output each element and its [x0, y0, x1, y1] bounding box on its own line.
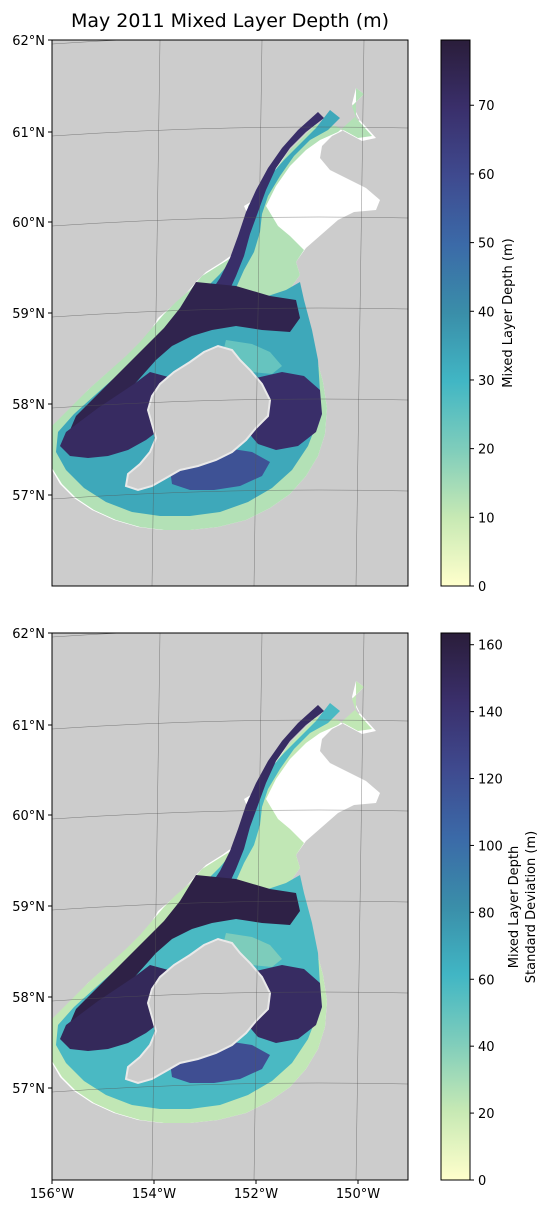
- longitude-axis: 156°W 154°W 152°W 150°W: [30, 1180, 380, 1202]
- kodiak-island: [110, 344, 272, 550]
- map-panel-mean: 62°N 61°N 60°N 59°N 58°N 57°N 0 10 20 30 40 50 60 70…: [12, 34, 516, 595]
- islet: [110, 1127, 140, 1143]
- island-land: [124, 344, 272, 492]
- islet: [138, 534, 160, 544]
- longitude-line: [151, 40, 161, 586]
- colorbar-label: Mixed Layer Depth (m): [501, 238, 516, 387]
- lon-label: 150°W: [336, 1187, 380, 1202]
- colorbar-tick-label: 60: [478, 973, 495, 988]
- islet: [110, 534, 140, 550]
- latitude-line: [52, 1082, 408, 1093]
- lon-label: 156°W: [30, 1187, 74, 1202]
- mld-region: [196, 112, 324, 320]
- lat-label: 60°N: [12, 809, 45, 824]
- latitude-line: [52, 398, 408, 409]
- map-panel-stddev: 62°N 61°N 60°N 59°N 58°N 57°N 0 20 40 60 80 100 120…: [12, 627, 539, 1189]
- latitude-line: [52, 40, 126, 45]
- lat-label: 61°N: [12, 126, 45, 141]
- colorbar-tick-label: 20: [478, 443, 495, 458]
- mld-region: [196, 705, 324, 913]
- islet: [138, 1127, 160, 1137]
- colorbar-tick-label: 140: [478, 706, 503, 721]
- colorbar-ticks: 0 20 40 60 80 100 120 140 160: [470, 639, 503, 1189]
- colorbar-tick-label: 10: [478, 511, 495, 526]
- colorbar-ticks: 0 10 20 30 40 50 60 70: [470, 99, 495, 595]
- lat-label: 61°N: [12, 719, 45, 734]
- colorbar-tick-label: 40: [478, 305, 495, 320]
- colorbar-label-line-1: Mixed Layer Depth: [507, 846, 522, 968]
- colorbar-tick-label: 70: [478, 99, 495, 114]
- lat-label: 58°N: [12, 991, 45, 1006]
- colorbar-bar: [440, 632, 471, 1181]
- longitude-line: [253, 40, 263, 586]
- lat-label: 59°N: [12, 900, 45, 915]
- colorbar-tick-label: 40: [478, 1040, 495, 1055]
- lat-label: 57°N: [12, 1082, 45, 1097]
- mld-region: [70, 875, 300, 1025]
- colorbar-tick-label: 60: [478, 168, 495, 183]
- colorbar-tick-label: 30: [478, 374, 495, 389]
- colorbar-bar: [440, 39, 471, 587]
- latitude-line: [52, 900, 408, 911]
- colorbar-tick-label: 20: [478, 1107, 495, 1122]
- lat-label: 59°N: [12, 307, 45, 322]
- colorbar-tick-label: 0: [478, 1174, 486, 1189]
- lon-label: 152°W: [234, 1187, 278, 1202]
- latitude-line: [52, 991, 408, 1002]
- colorbar-tick-label: 0: [478, 580, 486, 595]
- lat-label: 57°N: [12, 489, 45, 504]
- longitude-line: [151, 633, 161, 1180]
- lat-label: 62°N: [12, 627, 45, 642]
- longitude-line: [355, 40, 365, 586]
- colorbar-tick-label: 80: [478, 906, 495, 921]
- island-land: [124, 937, 272, 1085]
- lat-label: 60°N: [12, 216, 45, 231]
- colorbar-tick-label: 50: [478, 237, 495, 252]
- colorbar-tick-label: 120: [478, 773, 503, 788]
- lon-label: 154°W: [132, 1187, 176, 1202]
- latitude-line: [52, 489, 408, 500]
- latitude-line: [52, 126, 408, 137]
- longitude-line: [253, 633, 263, 1180]
- graticule: [52, 40, 408, 586]
- latitude-line: [52, 719, 408, 730]
- colorbar-label-line-2: Standard Deviation (m): [524, 831, 539, 983]
- colorbar-tick-label: 100: [478, 839, 503, 854]
- mld-region: [70, 282, 300, 432]
- lat-label: 58°N: [12, 398, 45, 413]
- colorbar-tick-label: 160: [478, 639, 503, 654]
- lat-label: 62°N: [12, 34, 45, 49]
- latitude-line: [52, 633, 126, 638]
- figure-title: May 2011 Mixed Layer Depth (m): [71, 10, 389, 32]
- map-area: [52, 633, 408, 1180]
- map-area: [52, 40, 408, 586]
- latitude-axis: 62°N 61°N 60°N 59°N 58°N 57°N: [12, 627, 52, 1097]
- graticule: [52, 633, 408, 1180]
- longitude-line: [355, 633, 365, 1180]
- kodiak-island: [110, 937, 272, 1143]
- latitude-axis: 62°N 61°N 60°N 59°N 58°N 57°N: [12, 34, 52, 504]
- latitude-line: [52, 307, 408, 318]
- colorbar-mean: 0 10 20 30 40 50 60 70 Mixed Layer Depth (m): [440, 39, 516, 595]
